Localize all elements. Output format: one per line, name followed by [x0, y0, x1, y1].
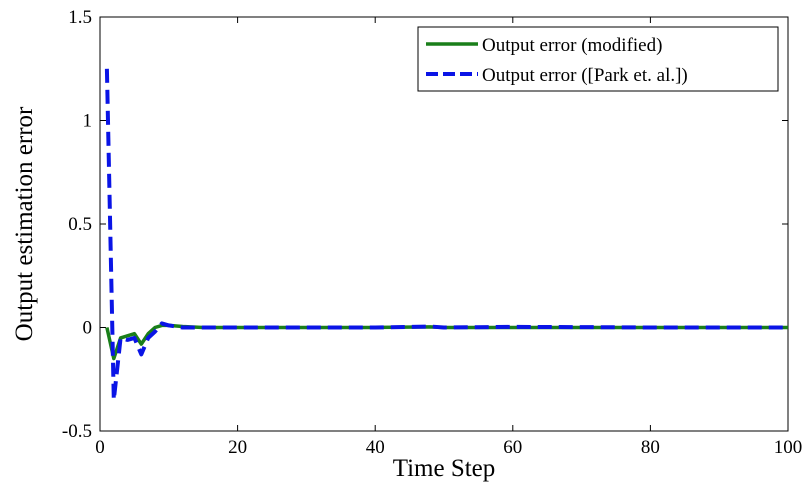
y-tick-label: 1	[83, 111, 93, 132]
x-axis-label: Time Step	[393, 455, 496, 482]
y-tick-label: 0.5	[68, 214, 92, 235]
legend-box	[417, 26, 779, 92]
y-tick-label: 1.5	[68, 7, 92, 28]
series-line-1	[104, 68, 788, 402]
x-tick-label: 0	[95, 437, 105, 458]
x-tick-label: 20	[228, 437, 247, 458]
x-tick-label: 60	[503, 437, 522, 458]
y-tick-label: 0	[83, 318, 93, 339]
legend-label-park: Output error ([Park et. al.])	[482, 65, 688, 86]
x-tick-label: 80	[641, 437, 660, 458]
x-tick-label: 100	[774, 437, 803, 458]
y-tick-label: -0.5	[62, 421, 92, 442]
x-tick-label: 40	[366, 437, 385, 458]
legend: Output error (modified) Output error ([P…	[417, 26, 779, 92]
series-layer	[104, 68, 788, 402]
legend-label-modified: Output error (modified)	[482, 35, 662, 56]
y-axis-label: Output estimation error	[11, 106, 38, 341]
axis-ticks: 0 20 40 60 80 100-0.500.511.5	[62, 7, 802, 458]
